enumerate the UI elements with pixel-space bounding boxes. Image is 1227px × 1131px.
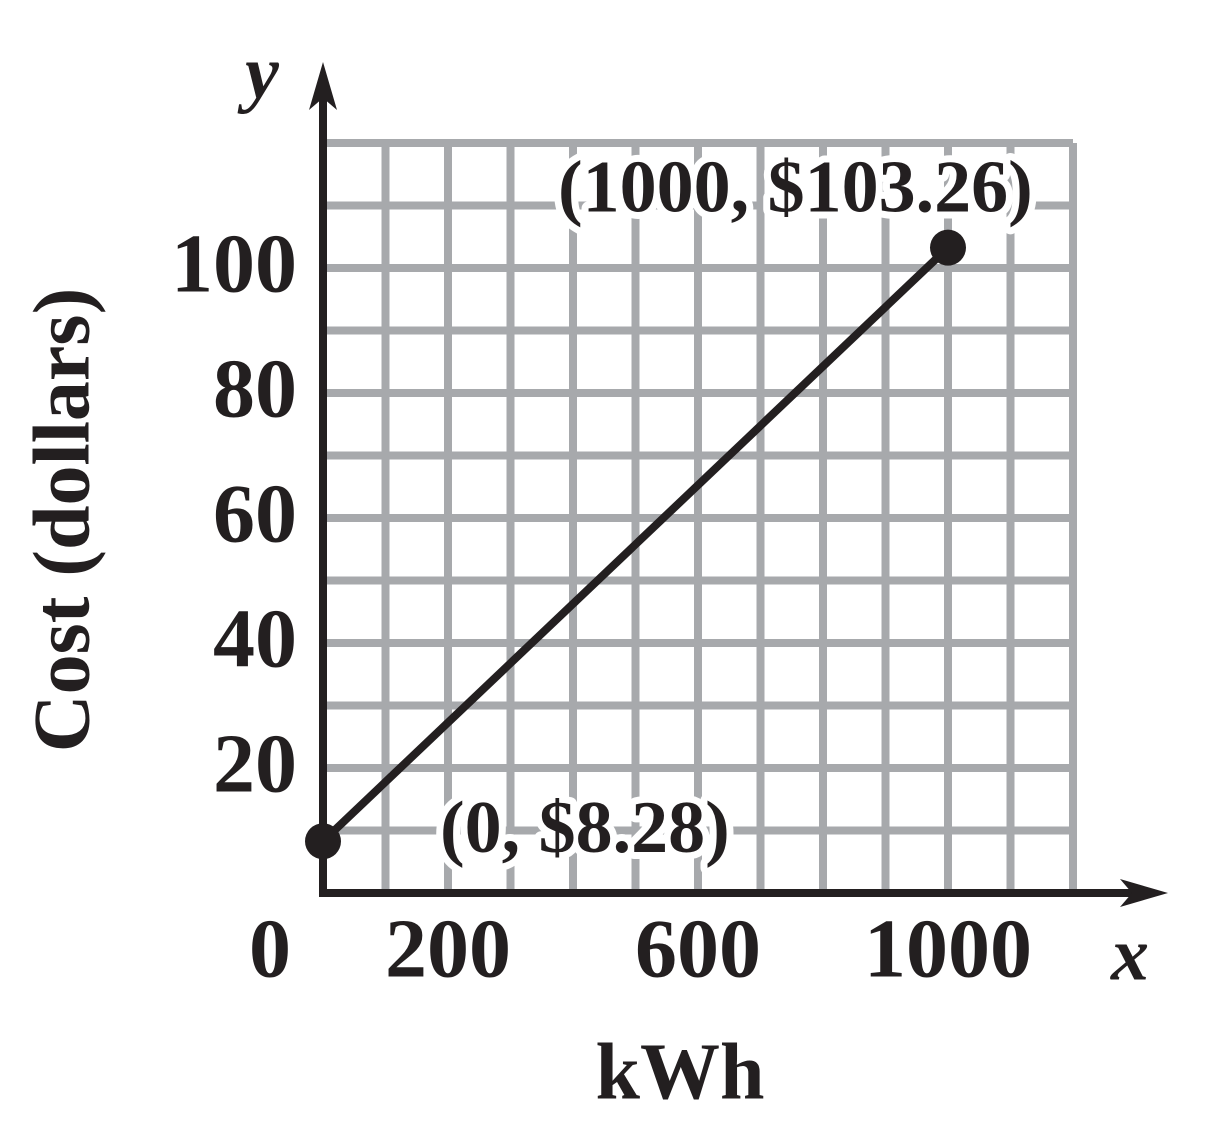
x-tick-label: 600	[635, 902, 761, 995]
x-axis-label: kWh	[596, 1028, 765, 1116]
point	[305, 823, 341, 860]
y-axis-arrow	[309, 62, 337, 110]
y-axis-label: Cost (dollars)	[18, 288, 106, 752]
point	[930, 229, 966, 266]
data-label: (1000, $103.26)	[558, 147, 1033, 229]
y-tick-label: 80	[213, 342, 297, 435]
y-tick-label: 40	[213, 592, 297, 685]
data-label: (0, $8.28)	[440, 787, 730, 869]
y-tick-label: 60	[213, 467, 297, 560]
x-axis-letter: x	[1110, 912, 1149, 996]
x-axis-arrow	[1120, 879, 1168, 907]
y-tick-label: 100	[171, 217, 297, 310]
x-tick-label: 1000	[864, 902, 1032, 995]
y-axis-letter: y	[237, 30, 279, 114]
x-tick-label: 200	[385, 902, 511, 995]
x-tick-label: 0	[249, 902, 291, 995]
y-tick-label: 20	[213, 717, 297, 810]
line	[320, 244, 951, 845]
